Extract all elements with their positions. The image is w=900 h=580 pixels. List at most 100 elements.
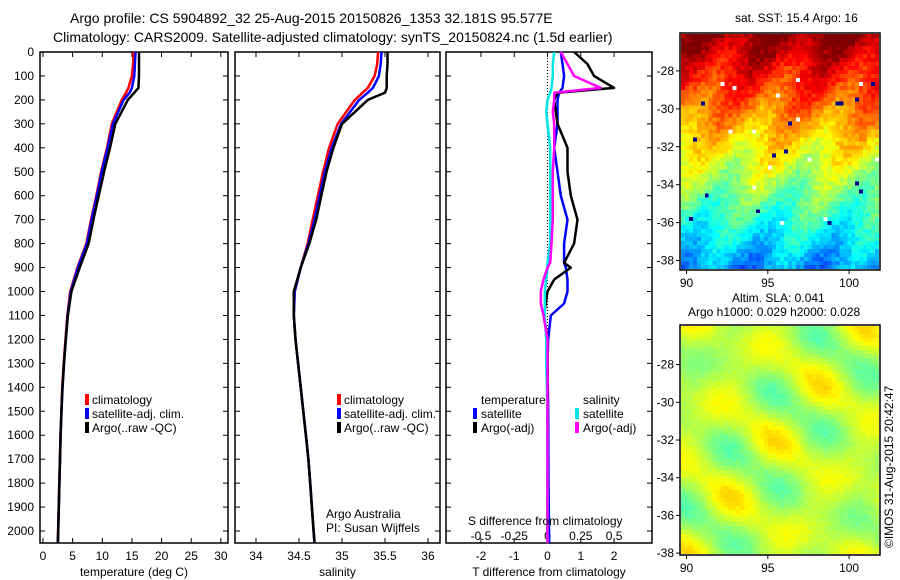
x-tick-label: 35: [335, 549, 349, 563]
legend-swatch-t-satellite: [473, 408, 477, 419]
lat-tick-label: -36: [657, 216, 675, 230]
y-tick-label: 700: [14, 213, 34, 227]
y-tick-label: 0: [27, 45, 34, 59]
x2-tick-label: -0.5: [471, 529, 492, 543]
legend-label: Argo(-adj): [583, 421, 636, 435]
sla-map-title-2: Argo h1000: 0.029 h2000: 0.028: [688, 305, 860, 319]
legend-swatch-argo: [85, 422, 89, 433]
y-tick-label: 1000: [7, 285, 34, 299]
legend-swatch-s-satellite: [575, 408, 579, 419]
legend-swatch-climatology: [337, 394, 341, 405]
series-line-s-satellite: [543, 51, 556, 543]
sla-map: -28 -30 -32 -34 -36 -38 90 95 100: [657, 324, 881, 575]
y-tick-label: 500: [14, 165, 34, 179]
difference-panel: -2 -1 0 1 2 T difference from climatology -0.5…: [445, 51, 653, 579]
annotation-line-2: PI: Susan Wijffels: [326, 521, 420, 535]
sst-heatmap: [681, 34, 879, 269]
series-line-s-argo-adj-: [539, 51, 602, 543]
x-tick-label: 25: [185, 549, 199, 563]
lon-tick-label: 100: [839, 276, 859, 290]
x2-tick-label: -0.25: [501, 529, 529, 543]
series-line-climatology: [292, 51, 380, 544]
x-tick-label: 20: [155, 549, 169, 563]
legend-swatch-t-argo: [473, 422, 477, 433]
annotation-line-1: Argo Australia: [326, 507, 401, 521]
y-tick-label: 1100: [8, 308, 34, 322]
y-tick-label: 1400: [7, 380, 34, 394]
salinity-panel: 34 34.5 35 35.5 36 salinity: [234, 51, 441, 579]
legend-label: satellite-adj. clim.: [92, 407, 184, 421]
sla-map-title-1: Altim. SLA: 0.041: [732, 291, 825, 305]
lat-tick-label: -34: [657, 178, 675, 192]
s-axis-label: S difference from climatology: [468, 514, 623, 528]
lat-tick-label: -28: [657, 358, 675, 372]
lon-tick-label: 90: [680, 276, 694, 290]
sla-heatmap: [681, 326, 879, 554]
legend-label: climatology: [344, 393, 404, 407]
lat-tick-label: -30: [657, 102, 675, 116]
x-tick-label: 36: [421, 549, 435, 563]
legend-label: satellite-adj. clim.: [344, 407, 436, 421]
legend-title-salinity: salinity: [583, 393, 620, 407]
legend-label: Argo(..raw -QC): [344, 421, 429, 435]
y-tick-label: 2000: [7, 524, 34, 538]
series-line-argo-raw-qc-: [292, 52, 389, 544]
difference-legend: temperature salinity satellite Argo(-adj…: [468, 393, 636, 528]
plot-frame: [234, 51, 441, 544]
legend-swatch-satellite: [85, 408, 89, 419]
x-axis-label: salinity: [319, 565, 356, 579]
x-tick-label: 30: [214, 549, 228, 563]
x-tick-label: -2: [476, 549, 487, 563]
legend-label: satellite: [583, 407, 624, 421]
y-tick-label: 1500: [7, 404, 34, 418]
x-axis-label: temperature (deg C): [80, 565, 188, 579]
legend-label: Argo(-adj): [481, 421, 534, 435]
title-line-1: Argo profile: CS 5904892_32 25-Aug-2015 …: [70, 10, 553, 26]
sst-map: -28 -30 -32 -34 -36 -38 90 95 100: [657, 32, 881, 290]
x-axis-label: T difference from climatology: [472, 565, 626, 579]
legend-swatch-climatology: [85, 394, 89, 405]
title-line-2: Climatology: CARS2009. Satellite-adjuste…: [53, 29, 613, 45]
legend-swatch-argo: [337, 422, 341, 433]
sst-map-title: sat. SST: 15.4 Argo: 16: [735, 11, 858, 25]
legend-label: climatology: [92, 393, 152, 407]
y-tick-label: 200: [14, 93, 34, 107]
y-tick-label: 900: [14, 261, 34, 275]
x-tick-label: 15: [125, 549, 139, 563]
y-tick-label: 800: [14, 237, 34, 251]
lat-tick-label: -38: [657, 546, 675, 560]
lat-tick-label: -28: [657, 64, 675, 78]
plot-frame: [39, 51, 229, 544]
x-tick-label: 2: [611, 549, 618, 563]
series-line-argo-raw-qc-: [56, 52, 141, 544]
y-tick-label: 600: [14, 189, 34, 203]
x-tick-label: -1: [509, 549, 520, 563]
imos-credit: ©IMOS 31-Aug-2015 20:42:47: [882, 385, 896, 548]
lon-tick-label: 90: [680, 561, 694, 575]
y-tick-label: 1900: [7, 500, 34, 514]
x-tick-label: 0: [544, 549, 551, 563]
y-tick-label: 300: [14, 117, 34, 131]
lon-tick-label: 95: [761, 276, 775, 290]
temperature-legend: climatology satellite-adj. clim. Argo(..…: [85, 393, 184, 435]
lon-tick-label: 100: [839, 561, 859, 575]
salinity-legend: climatology satellite-adj. clim. Argo(..…: [326, 393, 436, 535]
y-tick-label: 1700: [7, 452, 34, 466]
legend-label: satellite: [481, 407, 522, 421]
lat-tick-label: -36: [657, 508, 675, 522]
x-tick-label: 1: [577, 549, 584, 563]
y-tick-label: 1300: [7, 356, 34, 370]
y-tick-label: 100: [14, 69, 34, 83]
x-tick-label: 0: [40, 549, 47, 563]
legend-label: Argo(..raw -QC): [92, 421, 177, 435]
lat-tick-label: -32: [657, 140, 675, 154]
y-tick-label: 1200: [7, 332, 34, 346]
x-tick-label: 35.5: [373, 549, 397, 563]
x-tick-label: 34: [249, 549, 263, 563]
y-tick-label: 400: [14, 141, 34, 155]
lat-tick-label: -38: [657, 254, 675, 268]
x-tick-label: 5: [69, 549, 76, 563]
lat-tick-label: -30: [657, 395, 675, 409]
x2-tick-label: 0.25: [569, 529, 593, 543]
